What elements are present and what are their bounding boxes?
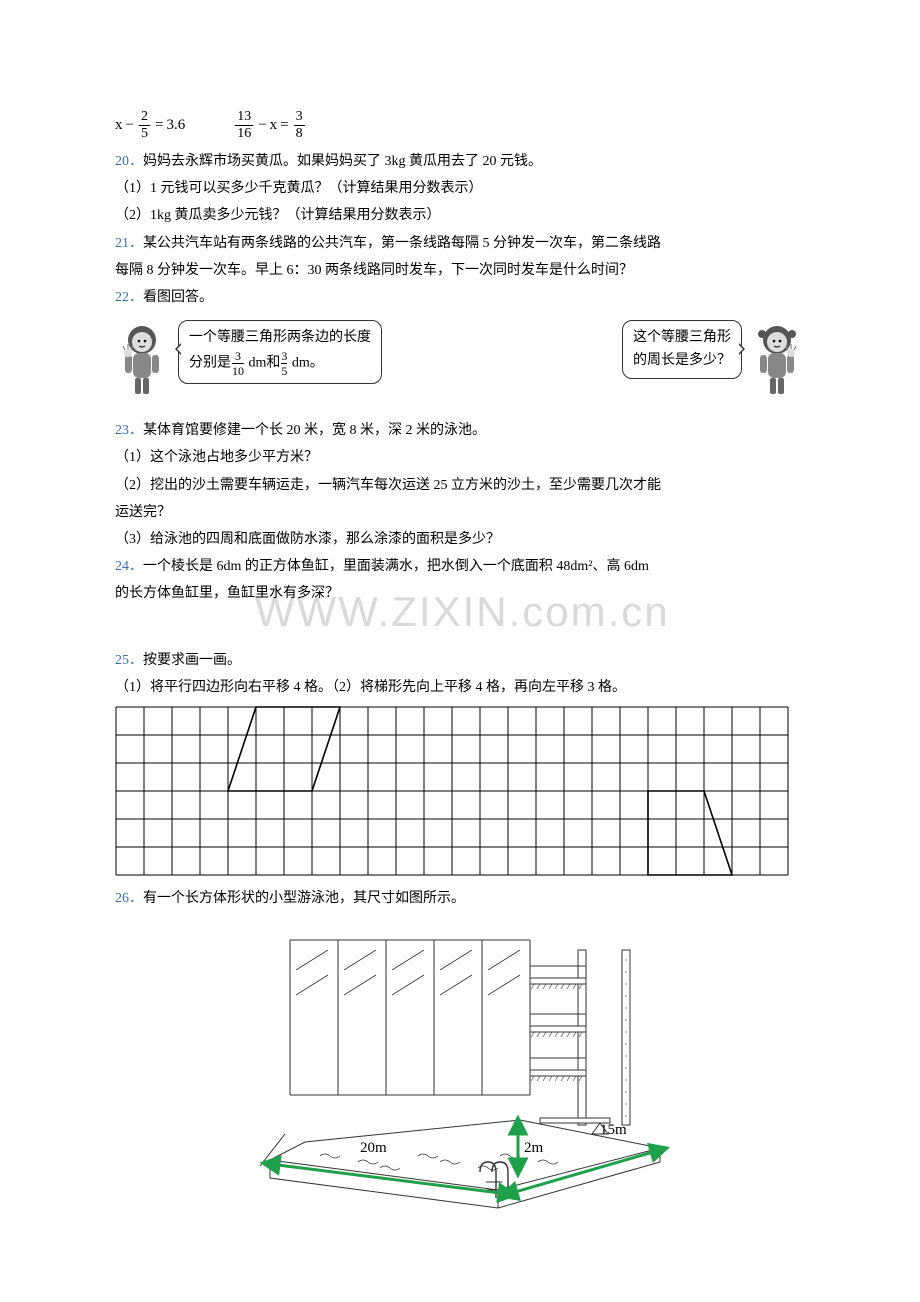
eq1-frac: 2 5 — [139, 110, 150, 141]
q24-stem-a: 24．一个棱长是 6dm 的正方体鱼缸，里面装满水，把水倒入一个底面积 48dm… — [115, 554, 805, 579]
bf1n: 3 — [235, 350, 241, 363]
eq2-frac1: 13 16 — [235, 110, 253, 141]
q22-stem: 22．看图回答。 — [115, 285, 805, 310]
bubble-frac1: 310 — [232, 350, 244, 377]
svg-text:20m: 20m — [360, 1140, 387, 1156]
eq2-frac2: 3 8 — [294, 110, 305, 141]
q22-right-group: 这个等腰三角形 的周长是多少？ — [622, 320, 805, 400]
svg-text:15m: 15m — [600, 1122, 627, 1138]
q23-stem: 23．某体育馆要修建一个长 20 米，宽 8 米，深 2 米的泳池。 — [115, 418, 805, 443]
eq2-frac2-num: 3 — [294, 110, 305, 125]
girl-right-icon — [750, 320, 805, 400]
eq2-minus: − — [258, 112, 266, 139]
eq1-den: 5 — [139, 125, 150, 141]
q25-grid — [115, 706, 805, 876]
equations-row: x − 2 5 = 3.6 13 16 − x = 3 8 — [115, 110, 805, 141]
bubble-right-line1: 这个等腰三角形 — [633, 327, 731, 349]
q21-num: 21． — [115, 236, 143, 251]
q25-stem: 25．按要求画一画。 — [115, 648, 805, 673]
q25-text: 按要求画一画。 — [143, 653, 241, 668]
q23-text: 某体育馆要修建一个长 20 米，宽 8 米，深 2 米的泳池。 — [143, 423, 486, 438]
page-container: x − 2 5 = 3.6 13 16 − x = 3 8 20．妈妈去永辉市场… — [0, 0, 920, 1280]
bubble-left: 一个等腰三角形两条边的长度 分别是310 dm和35 dm。 — [178, 320, 382, 383]
bubble-right-line2: 的周长是多少？ — [633, 350, 731, 372]
equation-2: 13 16 − x = 3 8 — [233, 110, 306, 141]
eq1-minus: − — [126, 112, 134, 139]
q21-stem-a: 21．某公共汽车站有两条线路的公共汽车，第一条线路每隔 5 分钟发一次车，第二条… — [115, 231, 805, 256]
q22-text: 看图回答。 — [143, 290, 213, 305]
q25-num: 25． — [115, 653, 143, 668]
eq2-eq: = — [280, 112, 288, 139]
q20-stem-text: 妈妈去永辉市场买黄瓜。如果妈妈买了 3kg 黄瓜用去了 20 元钱。 — [143, 154, 542, 169]
bubble-right: 这个等腰三角形 的周长是多少？ — [622, 320, 742, 379]
eq2-frac1-num: 13 — [235, 110, 253, 125]
bubble-left-post: dm。 — [288, 355, 323, 370]
q24-stem-b: 的长方体鱼缸里，鱼缸里水有多深？ — [115, 581, 805, 606]
bf2d: 5 — [281, 363, 287, 377]
eq1-var: x — [115, 112, 123, 139]
q22-left-group: 一个等腰三角形两条边的长度 分别是310 dm和35 dm。 — [115, 320, 382, 400]
q20-p2: （2）1kg 黄瓜卖多少元钱？（计算结果用分数表示） — [115, 203, 805, 228]
girl-left-icon — [115, 320, 170, 400]
q22-num: 22． — [115, 290, 143, 305]
q20-p1: （1）1 元钱可以买多少千克黄瓜？（计算结果用分数表示） — [115, 176, 805, 201]
q20-num: 20． — [115, 154, 143, 169]
pool-svg: 20m 15m 2m — [230, 920, 690, 1220]
q23-p3: （3）给泳池的四周和底面做防水漆，那么涂漆的面积是多少？ — [115, 527, 805, 552]
eq1-num: 2 — [139, 110, 150, 125]
eq1-rhs: 3.6 — [166, 112, 185, 139]
bubble-left-pre: 分别是 — [189, 355, 231, 370]
eq2-frac2-den: 8 — [294, 125, 305, 141]
q21-a: 某公共汽车站有两条线路的公共汽车，第一条线路每隔 5 分钟发一次车，第二条线路 — [143, 236, 661, 251]
eq2-frac1-den: 16 — [235, 125, 253, 141]
q23-p1: （1）这个泳池占地多少平方米？ — [115, 445, 805, 470]
q22-figure: 一个等腰三角形两条边的长度 分别是310 dm和35 dm。 这个等腰三角形 的… — [115, 320, 805, 400]
equation-1: x − 2 5 = 3.6 — [115, 110, 185, 141]
svg-text:2m: 2m — [524, 1140, 544, 1156]
eq1-eq: = — [155, 112, 163, 139]
q23-p2b: 运送完？ — [115, 500, 805, 525]
bf1d: 10 — [232, 363, 244, 377]
q20-stem: 20．妈妈去永辉市场买黄瓜。如果妈妈买了 3kg 黄瓜用去了 20 元钱。 — [115, 149, 805, 174]
q26-text: 有一个长方体形状的小型游泳池，其尺寸如图所示。 — [143, 891, 465, 906]
bubble-left-mid: dm和 — [245, 355, 280, 370]
bf2n: 3 — [281, 350, 287, 363]
eq2-var: x — [270, 112, 278, 139]
bubble-left-line1: 一个等腰三角形两条边的长度 — [189, 327, 371, 349]
q21-stem-b: 每隔 8 分钟发一次车。早上 6：30 两条线路同时发车，下一次同时发车是什么时… — [115, 258, 805, 283]
q26-num: 26． — [115, 891, 143, 906]
q24-num: 24． — [115, 559, 143, 574]
q24-a: 一个棱长是 6dm 的正方体鱼缸，里面装满水，把水倒入一个底面积 48dm²、高… — [143, 559, 649, 574]
q26-stem: 26．有一个长方体形状的小型游泳池，其尺寸如图所示。 — [115, 886, 805, 911]
bubble-left-line2: 分别是310 dm和35 dm。 — [189, 350, 371, 377]
bubble-frac2: 35 — [281, 350, 287, 377]
q25-p1: （1）将平行四边形向右平移 4 格。（2）将梯形先向上平移 4 格，再向左平移 … — [115, 675, 805, 700]
q23-p2a: （2）挖出的沙土需要车辆运走，一辆汽车每次运送 25 立方米的沙土，至少需要几次… — [115, 473, 805, 498]
q23-num: 23． — [115, 423, 143, 438]
q26-figure: 20m 15m 2m — [115, 920, 805, 1220]
grid-svg — [115, 706, 789, 876]
